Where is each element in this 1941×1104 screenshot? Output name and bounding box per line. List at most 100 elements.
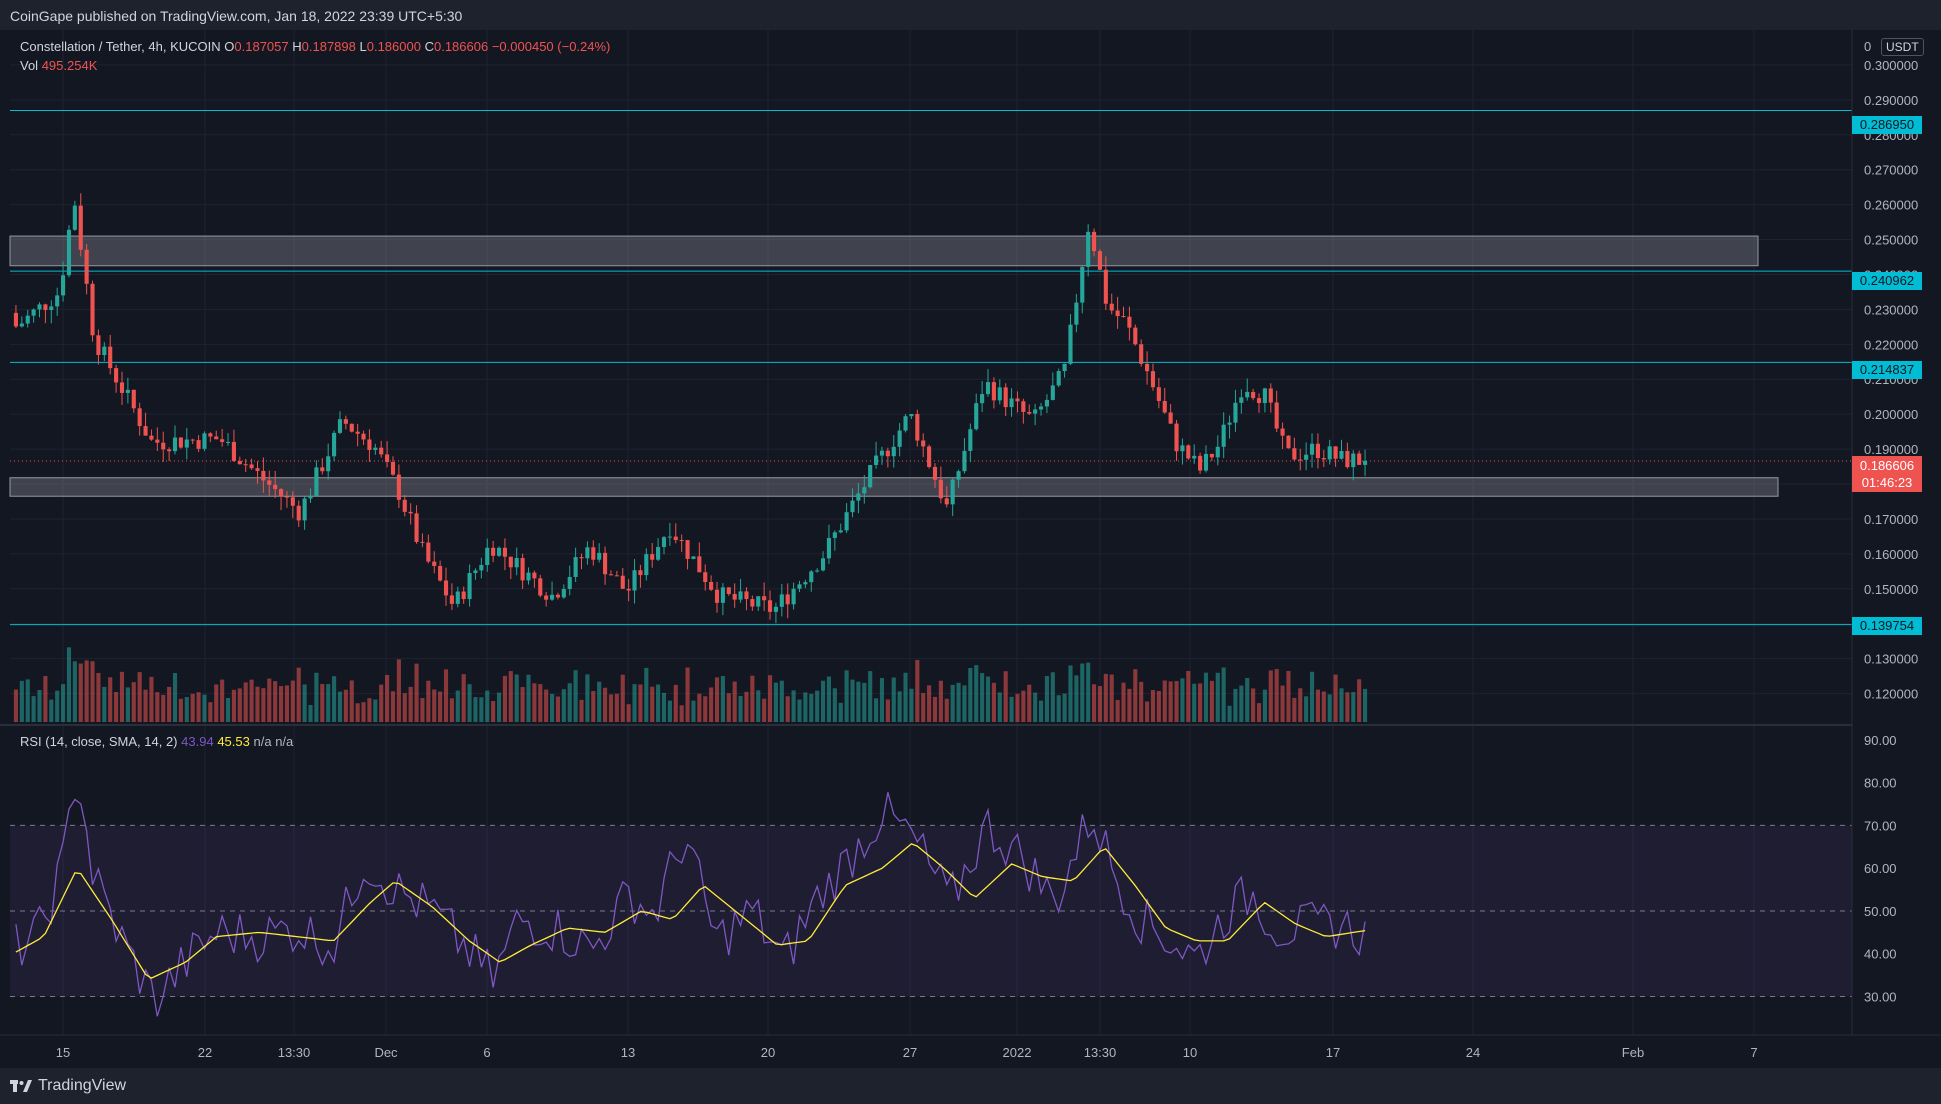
low-value: 0.186000: [366, 39, 421, 54]
candle-body: [161, 442, 166, 450]
candle-body: [1274, 402, 1279, 429]
time-tick-label: 2022: [1003, 1045, 1032, 1060]
candle-body: [667, 536, 672, 538]
candle-body: [1150, 371, 1156, 388]
candle-body: [273, 484, 278, 490]
volume-bar: [838, 702, 843, 722]
candle-body: [290, 497, 295, 506]
volume-bar: [161, 694, 166, 722]
volume-bar: [1027, 684, 1032, 722]
candle-body: [143, 426, 148, 436]
volume-bar: [479, 697, 484, 722]
candle-body: [190, 439, 195, 441]
volume-bar: [1215, 672, 1220, 722]
volume-bar: [55, 690, 60, 722]
candle-body: [703, 572, 708, 583]
rsi-sma-value: 45.53: [217, 734, 250, 749]
candle-body: [1192, 455, 1197, 459]
candle-body: [838, 530, 843, 533]
candle-body: [1145, 363, 1150, 372]
candle-body: [13, 312, 19, 327]
volume-bar: [844, 670, 849, 722]
volume-bar: [467, 684, 472, 722]
volume-bar: [579, 699, 584, 722]
candle-body: [72, 205, 77, 230]
current-price-tag: 0.186606 01:46:23: [1852, 456, 1922, 492]
candle-body: [491, 547, 496, 556]
volume-bar: [167, 686, 172, 722]
volume-bar: [1168, 681, 1173, 722]
candle-body: [738, 591, 743, 600]
candle-body: [785, 594, 790, 605]
candle-body: [750, 599, 755, 607]
volume-bar: [108, 677, 113, 722]
volume-bar: [172, 673, 178, 722]
volume-bar: [974, 665, 979, 722]
volume-bar: [1121, 682, 1126, 722]
time-tick-label: 24: [1466, 1045, 1480, 1060]
candle-body: [296, 505, 301, 521]
candle-body: [714, 589, 720, 603]
candle-body: [149, 435, 154, 440]
candle-body: [1221, 424, 1226, 447]
volume-bar: [43, 676, 48, 722]
candle-body: [885, 450, 890, 457]
candle-body: [125, 389, 130, 393]
candle-body: [638, 570, 643, 576]
volume-bar: [13, 689, 19, 722]
volume-bar: [214, 684, 219, 722]
volume-bar: [921, 693, 926, 722]
volume-bar: [332, 676, 337, 722]
chart-canvas[interactable]: 0.1200000.1300000.1400000.1500000.160000…: [0, 30, 1941, 1068]
candle-body: [337, 419, 343, 433]
volume-bar: [1127, 688, 1132, 722]
volume-bar: [1074, 675, 1079, 722]
candle-body: [1233, 402, 1238, 423]
candle-body: [502, 547, 507, 557]
volume-bar: [137, 672, 142, 722]
time-tick-label: 27: [903, 1045, 917, 1060]
change-value: −0.000450 (−0.24%): [491, 39, 611, 54]
candle-body: [868, 464, 873, 488]
close-value: 0.186606: [433, 39, 489, 54]
volume-bar: [385, 674, 390, 722]
volume-label: Vol: [20, 58, 39, 73]
volume-bar: [1068, 665, 1073, 722]
tradingview-logo[interactable]: TradingView: [10, 1077, 126, 1095]
candle-body: [332, 432, 337, 457]
rsi-tick-label: 40.00: [1864, 947, 1897, 962]
candle-body: [974, 403, 979, 430]
volume-bar: [980, 673, 985, 722]
candle-body: [326, 456, 331, 472]
candle-body: [278, 489, 284, 497]
candle-body: [1050, 385, 1055, 400]
volume-bar: [603, 687, 608, 722]
candlestick-series: [13, 193, 1368, 624]
volume-bar: [1150, 690, 1156, 722]
volume-bar: [432, 689, 437, 722]
candle-body: [1251, 391, 1256, 399]
volume-bar: [868, 671, 873, 722]
volume-bar: [985, 676, 991, 722]
candle-body: [608, 574, 614, 576]
time-tick-label: 22: [198, 1045, 212, 1060]
volume-bar: [225, 697, 231, 722]
footer-bar: TradingView: [0, 1068, 1941, 1104]
candle-body: [526, 572, 531, 581]
volume-bar: [514, 674, 519, 722]
candle-body: [196, 440, 201, 449]
candle-body: [308, 495, 313, 499]
candle-body: [985, 382, 991, 395]
volume-bar: [355, 703, 360, 722]
candle-body: [1086, 231, 1091, 267]
volume-bar: [461, 674, 466, 722]
currency-badge[interactable]: USDT: [1881, 38, 1924, 56]
volume-bar: [1097, 686, 1103, 722]
volume-bar: [367, 698, 372, 722]
volume-bar: [874, 698, 879, 722]
price-tick-label: 0.220000: [1864, 337, 1918, 352]
rsi-tick-label: 30.00: [1864, 990, 1897, 1005]
volume-bar: [408, 686, 413, 722]
candle-body: [1027, 411, 1032, 414]
candle-body: [361, 433, 366, 440]
